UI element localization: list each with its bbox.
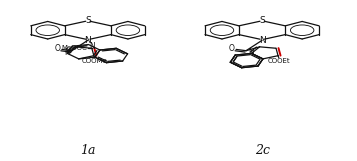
Text: O: O: [54, 44, 60, 53]
Text: 2c: 2c: [255, 144, 270, 157]
Text: O: O: [228, 44, 235, 53]
Text: MeOOC: MeOOC: [62, 45, 87, 51]
Text: N: N: [259, 36, 266, 45]
Text: S: S: [259, 16, 265, 25]
Text: N: N: [85, 36, 91, 45]
Text: N: N: [90, 42, 95, 51]
Text: 1a: 1a: [80, 144, 96, 157]
Text: COOEt: COOEt: [268, 58, 291, 64]
Text: N: N: [248, 48, 255, 57]
Text: S: S: [85, 16, 91, 25]
Text: N: N: [64, 48, 70, 57]
Text: COOMe: COOMe: [82, 58, 108, 64]
